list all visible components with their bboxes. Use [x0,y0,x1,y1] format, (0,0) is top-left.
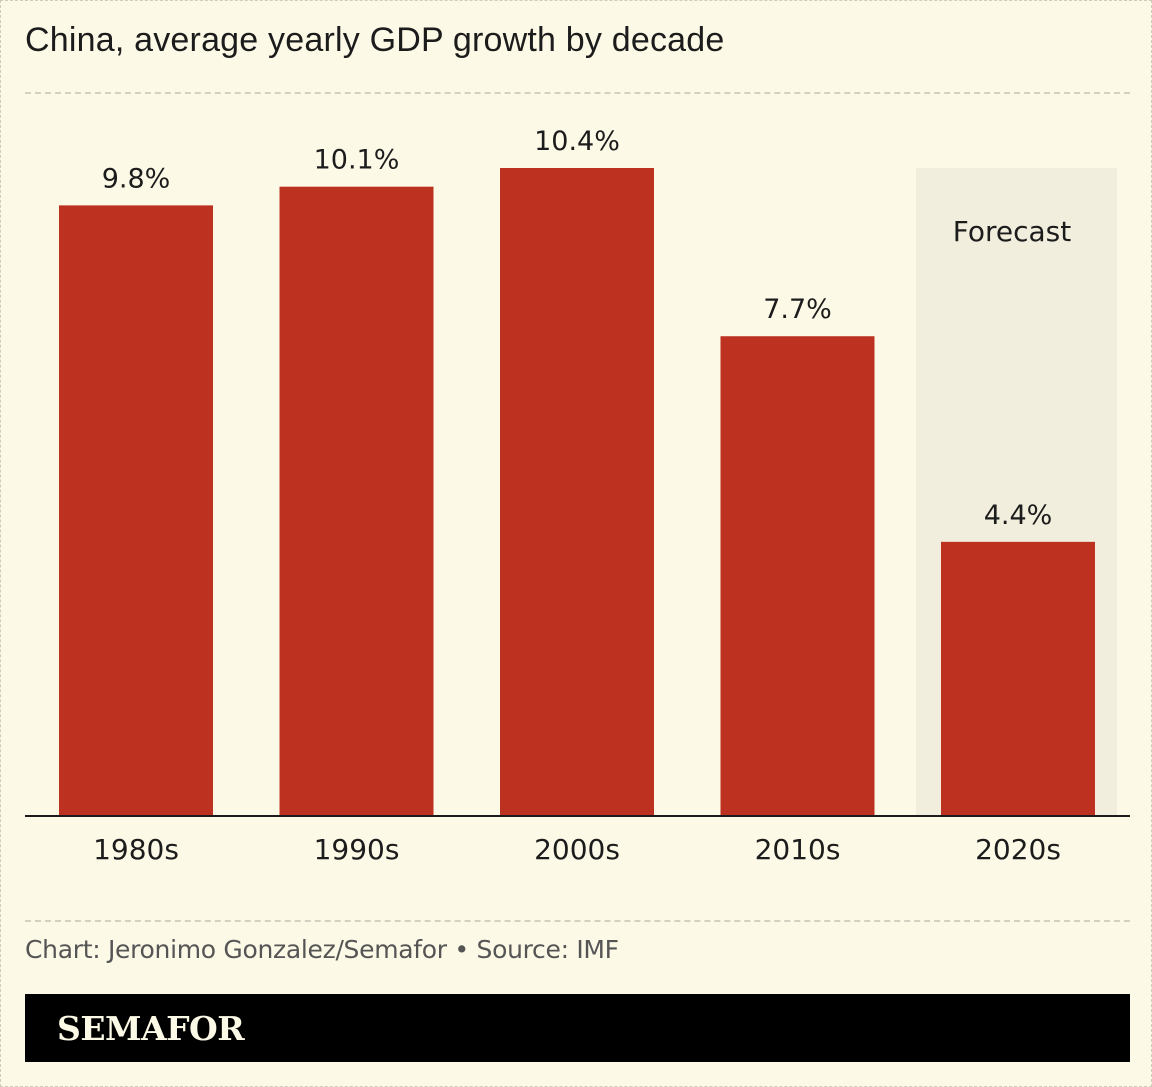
bar-2010s [720,336,875,816]
value-label: 10.4% [534,126,620,157]
chart-title: China, average yearly GDP growth by deca… [25,21,725,59]
category-label: 1990s [314,833,400,866]
value-label: 7.7% [763,294,832,325]
category-label: 2010s [755,833,841,866]
category-label: 2000s [534,833,620,866]
brand-bar: SEMAFOR [25,994,1130,1062]
bar-2000s [500,168,654,816]
value-label: 4.4% [984,500,1053,531]
chart-credit: Chart: Jeronimo Gonzalez/Semafor • Sourc… [25,935,619,964]
bar-chart: Forecast 9.8% 1980s 10.1% 1990s 10.4% 2000s 7.7… [25,126,1130,866]
category-label: 2020s [975,833,1061,866]
value-label: 9.8% [102,163,171,194]
value-label: 10.1% [314,145,400,176]
bottom-divider [25,920,1130,922]
bar-1980s [59,205,213,816]
top-divider [25,92,1130,94]
brand-logo: SEMAFOR [57,1009,245,1048]
bar-1990s [279,186,434,816]
forecast-label: Forecast [953,215,1072,248]
bar-2020s [941,541,1095,816]
category-label: 1980s [93,833,179,866]
